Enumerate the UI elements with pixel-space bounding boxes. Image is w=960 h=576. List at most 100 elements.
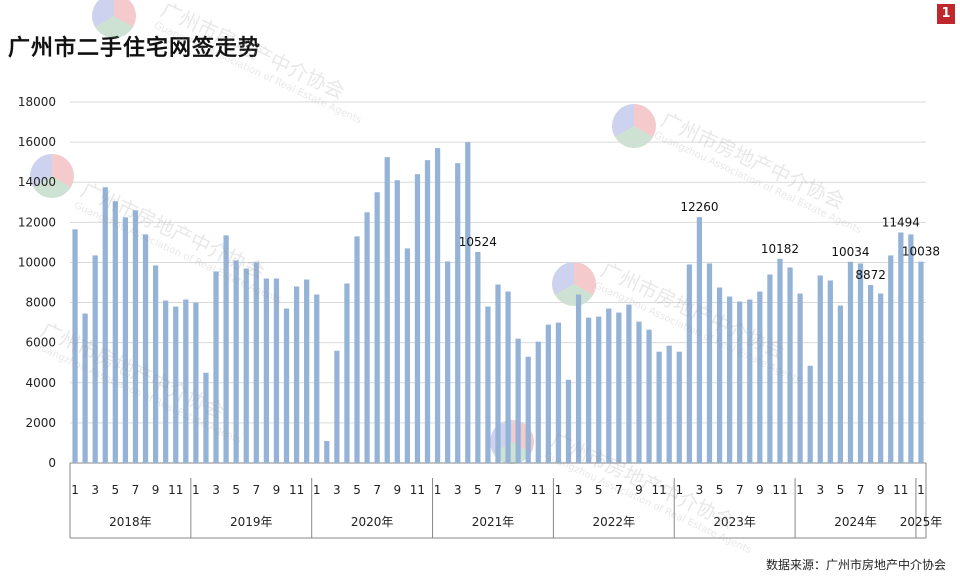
bar bbox=[213, 271, 219, 463]
bar bbox=[586, 317, 592, 463]
bar bbox=[132, 210, 139, 463]
bar bbox=[394, 180, 400, 463]
data-label: 10182 bbox=[761, 242, 799, 256]
x-tick-label: 5 bbox=[232, 483, 240, 497]
y-tick-label: 4000 bbox=[25, 376, 56, 390]
x-tick-label: 3 bbox=[454, 483, 462, 497]
x-tick-label: 5 bbox=[111, 483, 119, 497]
x-tick-label: 1 bbox=[796, 483, 804, 497]
bar bbox=[646, 329, 652, 463]
bar bbox=[445, 261, 451, 463]
bar bbox=[807, 365, 813, 463]
year-label: 2024年 bbox=[834, 515, 877, 529]
x-tick-label: 1 bbox=[917, 483, 925, 497]
bar bbox=[616, 312, 622, 463]
bar bbox=[565, 379, 572, 463]
year-label: 2018年 bbox=[109, 515, 152, 529]
bar bbox=[716, 287, 723, 463]
bar bbox=[152, 265, 159, 463]
x-tick-label: 5 bbox=[595, 483, 603, 497]
x-tick-label: 9 bbox=[152, 483, 160, 497]
bar bbox=[867, 285, 874, 463]
bar bbox=[918, 261, 924, 463]
x-tick-label: 11 bbox=[893, 483, 908, 497]
bar bbox=[354, 236, 360, 463]
bar bbox=[475, 251, 481, 463]
bar bbox=[434, 148, 441, 463]
x-tick-label: 7 bbox=[736, 483, 744, 497]
x-tick-label: 3 bbox=[575, 483, 583, 497]
year-label: 2019年 bbox=[230, 515, 273, 529]
bar bbox=[847, 261, 854, 463]
y-tick-label: 2000 bbox=[25, 416, 56, 430]
x-tick-label: 9 bbox=[877, 483, 885, 497]
bar bbox=[666, 345, 672, 463]
x-tick-label: 9 bbox=[635, 483, 643, 497]
year-label: 2023年 bbox=[713, 515, 756, 529]
bar bbox=[857, 263, 864, 463]
y-tick-label: 0 bbox=[48, 456, 56, 470]
year-label: 2021年 bbox=[472, 515, 515, 529]
bar bbox=[364, 212, 370, 463]
x-tick-label: 5 bbox=[353, 483, 361, 497]
x-tick-label: 7 bbox=[373, 483, 381, 497]
bar bbox=[344, 283, 350, 463]
year-label: 2020年 bbox=[351, 515, 394, 529]
bar bbox=[404, 248, 410, 463]
x-tick-label: 7 bbox=[857, 483, 865, 497]
x-tick-label: 3 bbox=[816, 483, 824, 497]
x-tick-label: 1 bbox=[71, 483, 79, 497]
y-tick-label: 12000 bbox=[18, 215, 56, 229]
bar bbox=[757, 291, 763, 463]
data-label: 10524 bbox=[459, 235, 497, 249]
bar bbox=[656, 351, 662, 463]
bar bbox=[233, 260, 239, 463]
x-tick-label: 11 bbox=[772, 483, 787, 497]
bar bbox=[374, 192, 380, 463]
x-tick-label: 3 bbox=[91, 483, 99, 497]
bar bbox=[82, 313, 88, 463]
chart-title: 广州市二手住宅网签走势 bbox=[8, 36, 262, 61]
bar bbox=[92, 255, 98, 463]
x-tick-label: 9 bbox=[756, 483, 764, 497]
bar bbox=[203, 372, 209, 463]
bar bbox=[747, 299, 753, 463]
x-tick-label: 5 bbox=[474, 483, 482, 497]
bar bbox=[686, 264, 692, 463]
bar bbox=[827, 280, 833, 463]
x-tick-label: 1 bbox=[555, 483, 563, 497]
bar bbox=[555, 322, 562, 463]
bar bbox=[173, 306, 179, 463]
x-tick-label: 7 bbox=[615, 483, 623, 497]
bar bbox=[706, 263, 713, 463]
x-tick-label: 3 bbox=[212, 483, 220, 497]
bar bbox=[384, 157, 390, 463]
bar bbox=[293, 286, 300, 463]
x-tick-label: 7 bbox=[494, 483, 502, 497]
x-tick-label: 9 bbox=[514, 483, 522, 497]
x-tick-label: 3 bbox=[333, 483, 341, 497]
x-tick-label: 7 bbox=[252, 483, 260, 497]
y-tick-label: 18000 bbox=[18, 95, 56, 109]
bar bbox=[455, 163, 461, 464]
bar bbox=[414, 174, 421, 463]
bar bbox=[122, 217, 129, 463]
x-tick-label: 3 bbox=[696, 483, 704, 497]
bar bbox=[676, 351, 682, 463]
bar bbox=[737, 301, 743, 463]
bar bbox=[596, 316, 602, 463]
bar bbox=[797, 293, 803, 463]
x-tick-label: 5 bbox=[837, 483, 845, 497]
y-tick-label: 10000 bbox=[18, 255, 56, 269]
bar bbox=[465, 142, 471, 464]
x-tick-label: 1 bbox=[434, 483, 442, 497]
bar bbox=[817, 275, 823, 463]
y-tick-label: 6000 bbox=[25, 336, 56, 350]
year-label: 2025年 bbox=[900, 515, 943, 529]
bar bbox=[545, 324, 551, 463]
bar bbox=[696, 217, 703, 463]
bar bbox=[505, 291, 511, 463]
bar bbox=[767, 274, 773, 463]
bar bbox=[485, 306, 491, 463]
x-tick-label: 1 bbox=[192, 483, 200, 497]
